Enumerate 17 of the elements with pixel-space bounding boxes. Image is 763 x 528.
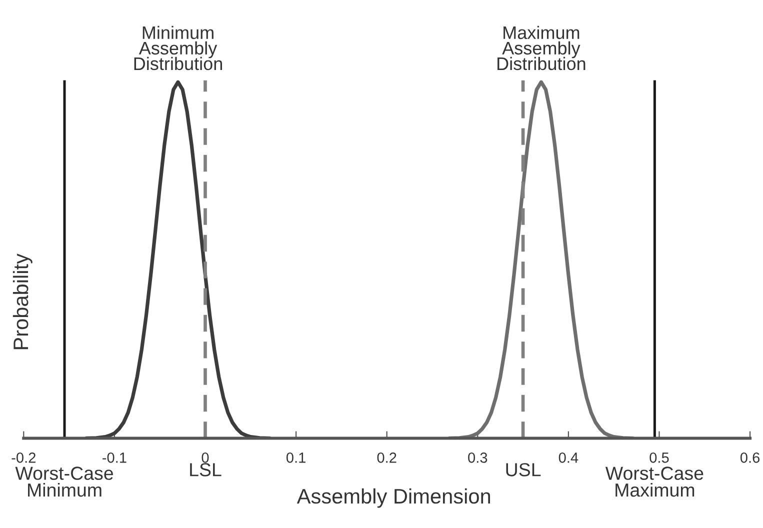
ref-line-label: USL [506,463,541,476]
x-tick-label: 0.1 [286,452,306,463]
ref-line-label: Worst-Case Minimum [15,466,113,497]
x-axis-title: Assembly Dimension [296,488,490,508]
x-tick-label: 0.6 [740,452,760,463]
ref-line-label: Worst-Case Maximum [605,466,704,497]
x-tick-label: 0.3 [468,452,488,463]
annotation: Minimum Assembly Distribution [134,26,222,70]
x-tick-label: -0.2 [12,452,36,463]
x-tick-label: 0.2 [377,452,396,463]
y-axis-title: Probability [12,254,32,350]
annotation: Maximum Assembly Distribution [498,26,586,70]
x-tick-label: 0.4 [558,452,578,463]
x-tick-label: 0.5 [650,452,669,463]
x-tick-label: 0 [202,452,209,463]
ref-line-label: LSL [190,463,222,476]
x-tick-label: -0.1 [102,452,126,463]
